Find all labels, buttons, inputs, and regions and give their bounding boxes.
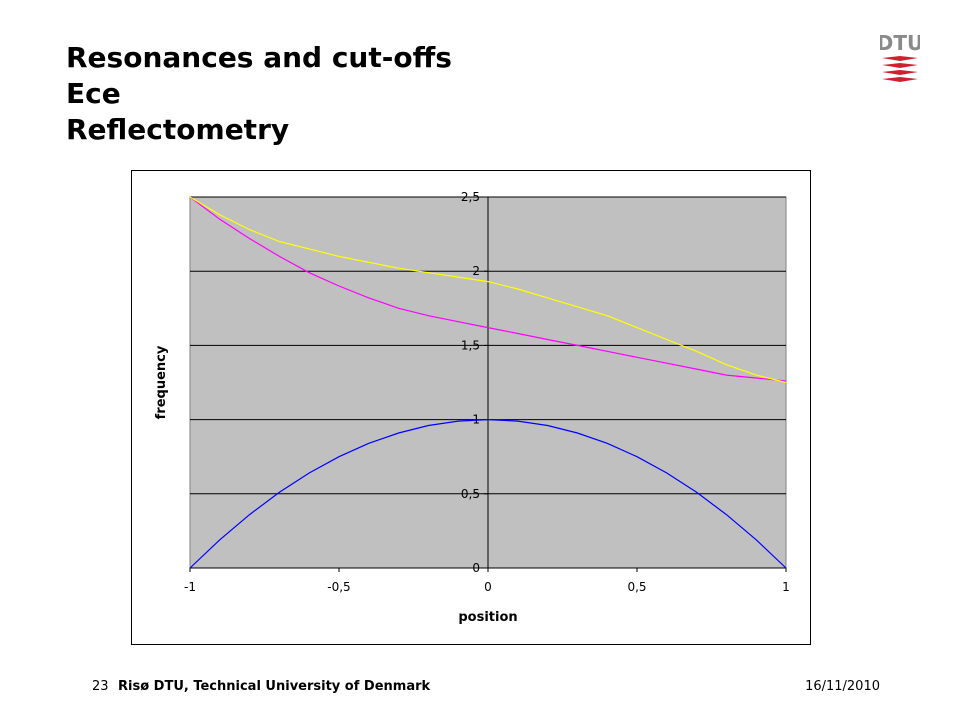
footer-organization: Risø DTU, Technical University of Denmar…: [118, 679, 431, 694]
y-tick-label: 2,5: [461, 190, 480, 204]
y-tick-label: 0,5: [461, 487, 480, 501]
x-tick-label: -0,5: [327, 580, 350, 594]
footer-date: 16/11/2010: [805, 679, 880, 694]
x-tick-label: 0: [484, 580, 492, 594]
series-line-2: [189, 196, 787, 382]
dtu-logo-icon: DTU: [880, 31, 920, 82]
series-line-1: [189, 418, 787, 569]
y-tick-label: 1,5: [461, 338, 480, 352]
y-tick-label: 0: [472, 561, 480, 575]
logo-text: DTU: [880, 31, 920, 55]
x-tick-label: 0,5: [627, 580, 646, 594]
y-axis-label: frequency: [154, 345, 169, 419]
page-number: 23: [92, 679, 109, 694]
title-line-1: Resonances and cut-offs: [66, 41, 452, 74]
title-line-3: Reflectometry: [66, 113, 290, 146]
x-axis-label: position: [458, 610, 517, 625]
chart-frame: 0 0,5 1 1,5 2 2,5 -1 -0,5 0 0,5 1 position frequency: [131, 170, 811, 645]
title-line-2: Ece: [66, 77, 121, 110]
x-tick-label: -1: [184, 580, 196, 594]
x-tick-label: 1: [782, 580, 790, 594]
page-title: Resonances and cut-offs Ece Reflectometr…: [66, 40, 452, 148]
series-line-3: [189, 196, 787, 384]
y-tick-label: 2: [472, 264, 480, 278]
